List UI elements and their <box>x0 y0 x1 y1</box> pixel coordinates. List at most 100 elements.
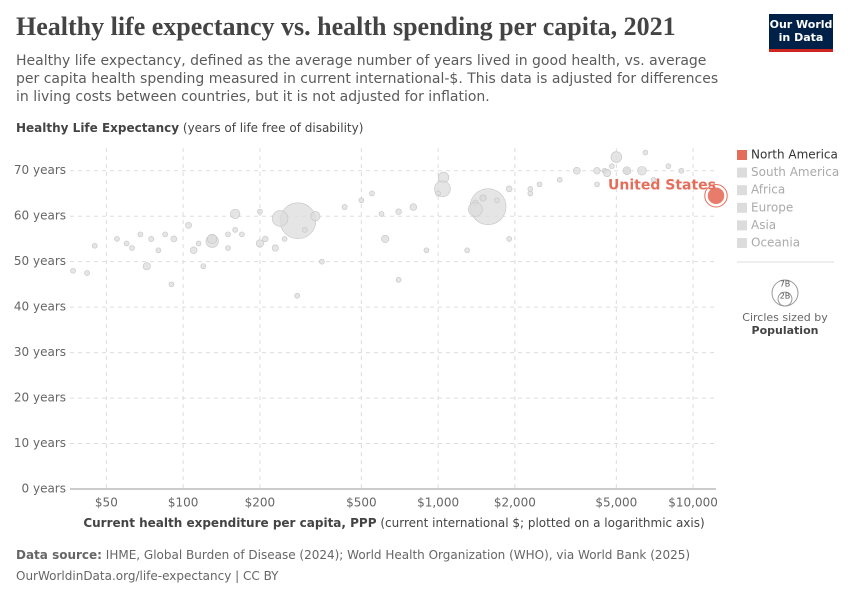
data-point <box>609 163 615 169</box>
size-legend-label: 7B <box>780 280 791 289</box>
x-tick-label: $100 <box>168 496 199 510</box>
y-tick-label: 50 years <box>14 254 66 268</box>
data-point <box>527 186 534 192</box>
data-point <box>84 270 90 276</box>
data-point <box>650 177 657 183</box>
source-text: IHME, Global Burden of Disease (2024); W… <box>105 548 691 562</box>
data-point <box>185 221 192 229</box>
x-tick-label: $5,000 <box>595 496 637 510</box>
data-point <box>225 245 231 251</box>
data-point <box>281 236 288 242</box>
data-point <box>594 181 600 188</box>
x-tick-label: $50 <box>95 496 118 510</box>
data-point <box>232 227 238 233</box>
data-point <box>610 151 622 163</box>
data-point <box>239 231 245 238</box>
data-point <box>162 231 168 238</box>
x-tick-label: $2,000 <box>494 496 536 510</box>
data-point <box>395 208 402 215</box>
data-point <box>155 247 162 254</box>
legend-label: Asia <box>751 218 776 232</box>
legend-swatch <box>737 185 747 196</box>
data-point <box>262 235 269 243</box>
data-point <box>678 167 685 174</box>
logo[interactable]: Our World in Data <box>769 14 833 52</box>
data-point <box>637 166 647 176</box>
size-legend-circle <box>777 291 793 307</box>
legend-swatch <box>737 220 747 231</box>
data-point <box>556 177 563 183</box>
highlight-ring <box>704 184 728 208</box>
logo-line: Our World <box>769 18 833 31</box>
x-tick-label: $500 <box>346 496 377 510</box>
data-point <box>207 233 218 245</box>
data-point <box>319 258 325 265</box>
data-point <box>170 235 178 243</box>
x-axis-label: Current health expenditure per capita, P… <box>0 516 788 530</box>
data-point <box>200 263 207 270</box>
y-tick-label: 40 years <box>14 300 66 314</box>
x-label-main: Current health expenditure per capita, P… <box>83 516 377 530</box>
data-point <box>468 202 483 217</box>
legend-swatch <box>737 150 747 160</box>
y-tick-label: 70 years <box>14 163 66 177</box>
y-tick-label: 60 years <box>14 209 66 223</box>
x-label-note: (current international $; plotted on a l… <box>380 516 705 530</box>
size-legend-title: Circles sized by <box>742 311 828 324</box>
data-point <box>142 262 151 271</box>
data-point <box>230 208 241 220</box>
data-point <box>189 246 198 254</box>
source: Data source: IHME, Global Burden of Dise… <box>16 548 690 562</box>
data-point <box>494 197 500 204</box>
legend-label: North America <box>751 148 838 162</box>
legend-label: Oceania <box>751 236 800 250</box>
source-label: Data source: <box>16 548 102 562</box>
legend-label: Africa <box>751 183 785 197</box>
legend-swatch <box>737 202 747 213</box>
data-point <box>137 231 144 238</box>
data-point <box>70 267 76 274</box>
url[interactable]: OurWorldinData.org/life-expectancy | CC … <box>16 569 279 583</box>
data-point <box>573 166 581 175</box>
data-point <box>381 234 390 243</box>
data-point <box>369 190 375 197</box>
size-legend-label: 2B <box>780 292 791 301</box>
y-tick-label: 10 years <box>14 436 66 450</box>
data-point <box>395 277 402 283</box>
data-point <box>593 167 601 175</box>
data-point <box>622 166 632 175</box>
y-label-note: (years of life free of disability) <box>182 121 364 135</box>
data-point <box>255 239 264 248</box>
data-point <box>479 194 487 202</box>
data-point <box>123 240 130 247</box>
data-point <box>271 244 279 252</box>
size-legend-variable: Population <box>752 324 819 337</box>
y-tick-label: 30 years <box>14 345 66 359</box>
data-point <box>603 168 612 178</box>
data-point <box>310 211 321 222</box>
data-point <box>225 231 231 238</box>
y-tick-label: 20 years <box>14 391 66 405</box>
legend-label: South America <box>751 165 839 179</box>
x-tick-label: $10,000 <box>668 496 718 510</box>
data-point <box>642 149 649 156</box>
data-point <box>506 236 512 242</box>
x-tick-label: $1,000 <box>417 496 459 510</box>
data-point <box>129 245 135 251</box>
logo-line: in Data <box>778 31 824 44</box>
data-point <box>435 190 441 197</box>
data-point <box>257 208 263 215</box>
data-point <box>168 281 175 288</box>
legend-label: Europe <box>751 200 793 214</box>
data-point <box>409 203 418 211</box>
data-point <box>536 181 543 188</box>
chart-subtitle: Healthy life expectancy, defined as the … <box>16 53 719 105</box>
data-point <box>423 247 430 254</box>
chart-title: Healthy life expectancy vs. health spend… <box>16 12 676 41</box>
annotation: United States <box>608 178 716 194</box>
data-point <box>378 211 385 217</box>
data-point <box>505 185 513 193</box>
data-point <box>294 292 300 299</box>
